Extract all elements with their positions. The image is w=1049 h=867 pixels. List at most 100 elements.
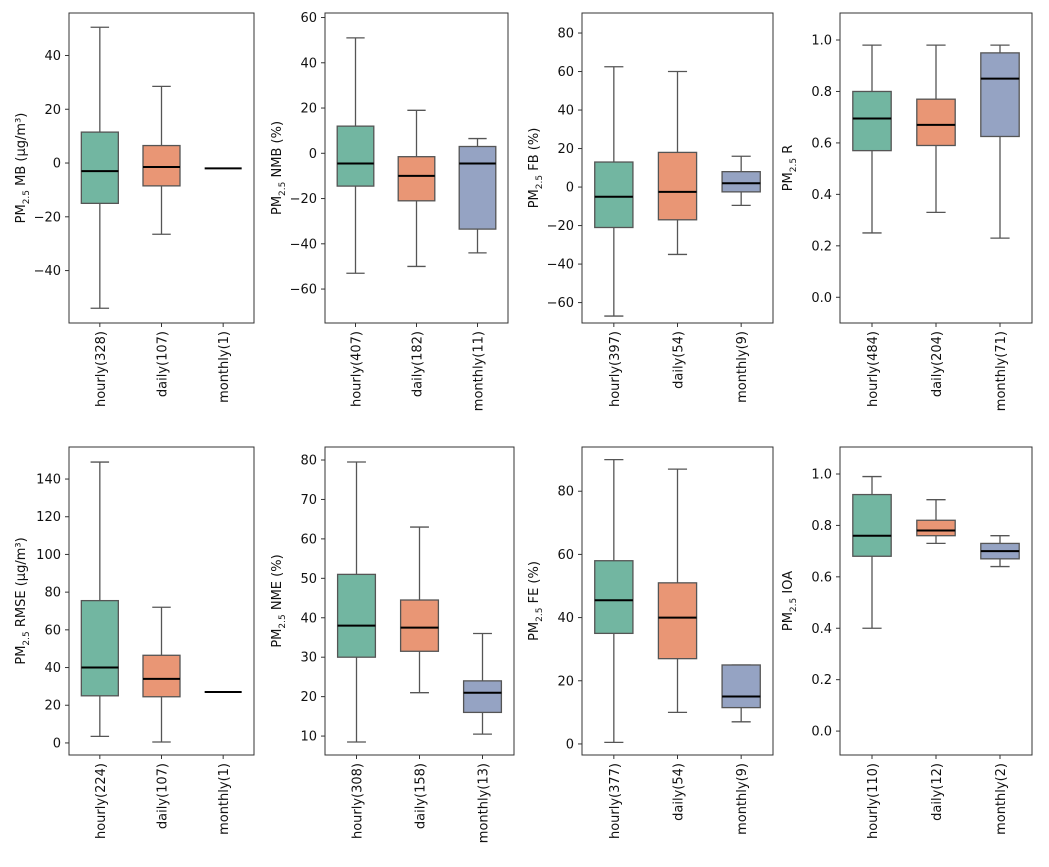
x-tick-label: daily(107) — [156, 331, 171, 397]
y-axis-label: PM2.5 RMSE (μg/m³) — [14, 537, 32, 664]
y-tick-label: 20 — [557, 142, 574, 157]
y-tick-label: 140 — [36, 473, 61, 488]
x-tick-label: monthly(13) — [477, 763, 492, 843]
x-tick-label: hourly(377) — [608, 763, 623, 839]
y-axis-label: PM2.5 MB (μg/m³) — [14, 113, 32, 224]
y-tick-label: 20 — [300, 690, 317, 705]
x-tick-label: hourly(407) — [350, 331, 365, 407]
x-tick-label: daily(182) — [411, 331, 426, 397]
iqr-box — [980, 52, 1020, 138]
y-tick-label: 0.0 — [811, 291, 832, 306]
y-tick-label: −20 — [290, 192, 317, 207]
iqr-box — [336, 125, 375, 187]
axes-frame — [324, 446, 515, 756]
y-tick-label: 80 — [44, 586, 61, 601]
y-tick-label: 10 — [300, 730, 317, 745]
y-tick-label: 0.8 — [811, 519, 832, 534]
box-hourly — [80, 26, 119, 309]
y-tick-label: 80 — [300, 454, 317, 469]
y-tick-label: 40 — [300, 56, 317, 71]
y-tick-label: 80 — [557, 485, 574, 500]
y-tick-label: 0 — [53, 736, 61, 751]
x-tick-label: monthly(9) — [735, 331, 750, 403]
y-tick-label: 1.0 — [811, 467, 832, 482]
y-tick-label: 1.0 — [811, 34, 832, 49]
box-hourly — [336, 37, 375, 274]
x-tick-label: daily(107) — [156, 763, 171, 829]
subplot-7: 0 20 40 60 80 PM2.5 FE (%) hourly(377) daily(54… — [527, 446, 774, 839]
box-hourly — [80, 461, 119, 737]
box-monthly — [721, 664, 761, 723]
y-tick-label: −40 — [34, 264, 61, 279]
box-daily — [399, 526, 440, 694]
y-tick-label: 40 — [557, 104, 574, 119]
iqr-box — [397, 156, 436, 202]
iqr-box — [657, 151, 698, 221]
axes-frame — [324, 12, 509, 324]
y-tick-label: 30 — [300, 651, 317, 666]
box-monthly — [462, 632, 503, 735]
y-axis-label: PM2.5 IOA — [781, 571, 799, 631]
y-tick-label: −60 — [290, 283, 317, 298]
iqr-box — [721, 171, 761, 193]
iqr-box — [657, 582, 698, 660]
axes-frame — [68, 446, 255, 756]
y-axis-label: PM2.5 NME (%) — [270, 554, 288, 647]
y-tick-label: −20 — [34, 210, 61, 225]
x-tick-label: hourly(110) — [866, 763, 881, 839]
box-hourly — [336, 461, 377, 743]
x-tick-label: monthly(71) — [994, 331, 1009, 411]
iqr-box — [399, 599, 440, 652]
y-tick-label: 20 — [44, 699, 61, 714]
iqr-box — [916, 98, 956, 147]
subplot-2: −60 −40 −20 0 20 40 60 PM2.5 NMB (%) hourly(407)… — [270, 11, 509, 411]
y-tick-label: 0.6 — [811, 570, 832, 585]
x-tick-label: daily(54) — [672, 331, 687, 389]
subplot-5: 0 20 40 60 80 100 120 140 PM2.5 RMSE (μg/m³) hour… — [14, 446, 255, 839]
y-tick-label: 100 — [36, 548, 61, 563]
y-tick-label: −40 — [290, 237, 317, 252]
box-daily — [397, 109, 436, 268]
x-tick-label: monthly(11) — [472, 331, 487, 411]
x-tick-label: hourly(328) — [94, 331, 109, 407]
x-tick-label: daily(158) — [414, 763, 429, 829]
iqr-box — [336, 573, 377, 658]
x-tick-label: daily(54) — [672, 763, 687, 821]
iqr-box — [852, 90, 892, 152]
box-daily — [916, 44, 956, 214]
box-monthly — [721, 155, 761, 207]
x-tick-label: monthly(1) — [217, 331, 232, 403]
box-daily — [916, 499, 956, 545]
box-hourly — [852, 475, 892, 629]
y-tick-label: 0 — [309, 147, 317, 162]
axes-frame — [581, 446, 774, 756]
subplot-3: −60 −40 −20 0 20 40 60 80 PM2.5 FB (%) hourly(397… — [527, 12, 774, 407]
y-tick-label: 0.4 — [811, 188, 832, 203]
box-daily — [142, 606, 181, 743]
y-tick-label: 0.2 — [811, 673, 832, 688]
iqr-box — [594, 161, 634, 229]
y-axis-label: PM2.5 NMB (%) — [270, 121, 288, 215]
box-hourly — [594, 66, 634, 317]
y-tick-label: −20 — [547, 219, 574, 234]
y-tick-label: 20 — [300, 102, 317, 117]
box-monthly — [458, 137, 497, 254]
box-daily — [657, 70, 698, 256]
box-daily — [142, 85, 181, 235]
y-tick-label: 60 — [300, 532, 317, 547]
iqr-box — [852, 493, 892, 557]
x-tick-label: daily(204) — [930, 331, 945, 397]
x-tick-label: hourly(308) — [351, 763, 366, 839]
box-daily — [657, 468, 698, 714]
y-axis-label: PM2.5 FE (%) — [527, 561, 545, 641]
axes-frame — [839, 446, 1033, 756]
x-tick-label: monthly(1) — [217, 763, 232, 835]
y-tick-label: 0.0 — [811, 725, 832, 740]
y-tick-label: 0.2 — [811, 239, 832, 254]
iqr-box — [462, 680, 503, 714]
y-tick-label: 40 — [44, 661, 61, 676]
y-tick-label: 70 — [300, 493, 317, 508]
y-tick-label: 60 — [557, 548, 574, 563]
y-tick-label: −60 — [547, 296, 574, 311]
